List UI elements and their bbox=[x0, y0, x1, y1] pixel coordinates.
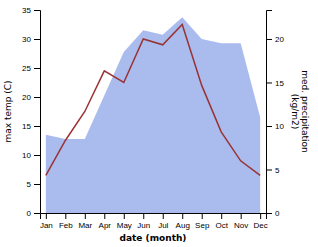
tick-label: 15 bbox=[22, 122, 31, 131]
tick: 0 bbox=[27, 209, 40, 218]
marks bbox=[46, 17, 260, 213]
tick-mark bbox=[266, 82, 272, 83]
tick-label: May bbox=[117, 221, 132, 230]
y2-axis-title-line: med. precipitation bbox=[300, 70, 310, 152]
tick-label: Mar bbox=[78, 221, 92, 230]
axis-line bbox=[41, 214, 267, 220]
tick: 15 bbox=[266, 79, 284, 88]
tick-label: 10 bbox=[22, 151, 31, 160]
tick: Oct bbox=[215, 213, 228, 230]
tick-mark bbox=[65, 213, 66, 219]
y2-axis-title-line: (kg/m2) bbox=[290, 94, 300, 129]
y2-axis-title: med. precipitation(kg/m2) bbox=[290, 70, 310, 152]
chart: Jan Feb Mar Apr May Jun Jul Aug Sep Oct Nov Dec 0 5 10… bbox=[0, 0, 318, 247]
x-axis: Jan Feb Mar Apr May Jun Jul Aug Sep Oct Nov Dec bbox=[40, 213, 268, 230]
tick-mark bbox=[182, 213, 183, 219]
tick-mark bbox=[266, 126, 272, 127]
tick: 35 bbox=[22, 6, 40, 15]
tick-label: Jul bbox=[158, 221, 168, 230]
tick-label: 15 bbox=[275, 79, 284, 88]
y-axis: 0 5 10 15 20 25 30 35 bbox=[22, 6, 40, 218]
tick-label: 0 bbox=[275, 209, 280, 218]
tick-mark bbox=[34, 184, 40, 185]
tick-label: Jun bbox=[137, 221, 150, 230]
tick-mark bbox=[85, 213, 86, 219]
tick: Jun bbox=[137, 213, 150, 230]
tick: Apr bbox=[99, 213, 112, 230]
tick-label: 30 bbox=[22, 35, 31, 44]
tick: 25 bbox=[22, 64, 40, 73]
tick: Jul bbox=[158, 213, 168, 230]
tick: 30 bbox=[22, 35, 40, 44]
tick: 10 bbox=[266, 122, 284, 131]
tick-label: Nov bbox=[234, 221, 248, 230]
tick-label: 20 bbox=[275, 35, 284, 44]
tick: May bbox=[117, 213, 132, 230]
tick: 5 bbox=[27, 180, 40, 189]
tick: Mar bbox=[78, 213, 92, 230]
y2-axis: 0 5 10 15 20 bbox=[266, 11, 284, 219]
tick: Dec bbox=[254, 213, 268, 230]
tick-mark bbox=[266, 213, 272, 214]
tick-mark bbox=[260, 213, 261, 219]
tick-mark bbox=[34, 10, 40, 11]
tick-label: Sep bbox=[195, 221, 210, 230]
tick-label: Aug bbox=[176, 221, 190, 230]
tick: 15 bbox=[22, 122, 40, 131]
tick-mark bbox=[221, 213, 222, 219]
tick: Jan bbox=[40, 213, 53, 230]
tick: 5 bbox=[266, 166, 280, 175]
tick-mark bbox=[266, 39, 272, 40]
tick-label: Jan bbox=[40, 221, 53, 230]
tick: 10 bbox=[22, 151, 40, 160]
tick-label: Oct bbox=[215, 221, 228, 230]
tick-mark bbox=[34, 213, 40, 214]
tick-label: 0 bbox=[27, 209, 32, 218]
tick: Sep bbox=[195, 213, 210, 230]
tick-label: 10 bbox=[275, 122, 284, 131]
tick: Nov bbox=[234, 213, 248, 230]
tick-label: 5 bbox=[27, 180, 32, 189]
tick-mark bbox=[202, 213, 203, 219]
tick: 20 bbox=[22, 93, 40, 102]
tick-mark bbox=[241, 213, 242, 219]
temperature-line bbox=[46, 25, 260, 176]
y-axis-title: max temp (C) bbox=[3, 80, 13, 142]
tick: Aug bbox=[176, 213, 190, 230]
plot: Jan Feb Mar Apr May Jun Jul Aug Sep Oct Nov Dec 0 5 10… bbox=[22, 6, 284, 230]
tick-mark bbox=[46, 213, 47, 219]
tick-label: 5 bbox=[275, 166, 280, 175]
tick-mark bbox=[34, 155, 40, 156]
tick-mark bbox=[34, 39, 40, 40]
tick-mark bbox=[124, 213, 125, 219]
tick-mark bbox=[143, 213, 144, 219]
tick-label: 25 bbox=[22, 64, 31, 73]
tick-label: Apr bbox=[99, 221, 112, 230]
tick-mark bbox=[104, 213, 105, 219]
tick-label: 20 bbox=[22, 93, 31, 102]
tick: 0 bbox=[266, 209, 280, 218]
tick: 20 bbox=[266, 35, 284, 44]
tick-label: Dec bbox=[254, 221, 268, 230]
axis-line bbox=[34, 11, 41, 214]
axis-line bbox=[267, 11, 273, 214]
tick-label: Feb bbox=[59, 221, 73, 230]
x-axis-title: date (month) bbox=[120, 233, 187, 243]
tick-mark bbox=[266, 169, 272, 170]
tick: Feb bbox=[59, 213, 73, 230]
tick-mark bbox=[34, 126, 40, 127]
tick-mark bbox=[163, 213, 164, 219]
tick-mark bbox=[34, 68, 40, 69]
precipitation-area bbox=[46, 17, 260, 213]
tick-label: 35 bbox=[22, 6, 31, 15]
tick-mark bbox=[34, 97, 40, 98]
